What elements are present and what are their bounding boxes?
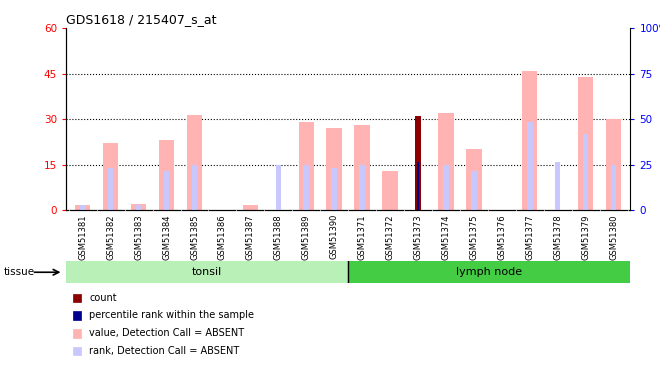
Text: GSM51385: GSM51385 <box>190 214 199 260</box>
Bar <box>136 206 141 210</box>
Text: rank, Detection Call = ABSENT: rank, Detection Call = ABSENT <box>89 346 240 356</box>
FancyBboxPatch shape <box>348 261 630 283</box>
Text: value, Detection Call = ABSENT: value, Detection Call = ABSENT <box>89 328 244 338</box>
Text: GSM51372: GSM51372 <box>385 214 395 260</box>
Text: GSM51380: GSM51380 <box>609 214 618 260</box>
Bar <box>382 171 398 210</box>
Bar <box>417 162 419 210</box>
FancyBboxPatch shape <box>66 261 348 283</box>
Text: count: count <box>89 293 117 303</box>
Bar <box>131 204 147 210</box>
Bar <box>583 134 589 210</box>
Text: GSM51382: GSM51382 <box>106 214 116 260</box>
Bar <box>471 171 477 210</box>
Text: GSM51389: GSM51389 <box>302 214 311 260</box>
Text: GSM51386: GSM51386 <box>218 214 227 260</box>
Text: percentile rank within the sample: percentile rank within the sample <box>89 310 254 320</box>
Bar <box>354 125 370 210</box>
Bar <box>527 122 533 210</box>
Text: GSM51377: GSM51377 <box>525 214 534 260</box>
Bar <box>578 76 593 210</box>
Bar <box>164 171 170 210</box>
Text: tonsil: tonsil <box>192 267 222 277</box>
Bar <box>438 113 453 210</box>
Text: GSM51388: GSM51388 <box>274 214 283 260</box>
Text: GSM51383: GSM51383 <box>134 214 143 260</box>
Text: GSM51387: GSM51387 <box>246 214 255 260</box>
Bar <box>610 165 616 210</box>
Text: GSM51379: GSM51379 <box>581 214 590 260</box>
Bar <box>331 168 337 210</box>
Text: GSM51374: GSM51374 <box>442 214 450 260</box>
Text: GSM51373: GSM51373 <box>413 214 422 260</box>
Text: GSM51378: GSM51378 <box>553 214 562 260</box>
Bar <box>522 70 537 210</box>
Text: tissue: tissue <box>3 267 34 277</box>
Text: GSM51390: GSM51390 <box>330 214 339 260</box>
Bar <box>466 149 482 210</box>
Bar <box>327 128 342 210</box>
Bar <box>416 116 420 210</box>
Bar <box>159 140 174 210</box>
Text: GSM51384: GSM51384 <box>162 214 171 260</box>
Bar <box>75 206 90 210</box>
Bar <box>108 168 114 210</box>
Text: GSM51375: GSM51375 <box>469 214 478 260</box>
Bar <box>298 122 314 210</box>
Text: GSM51376: GSM51376 <box>497 214 506 260</box>
Bar <box>80 206 86 210</box>
Text: GSM51381: GSM51381 <box>79 214 87 260</box>
Text: GDS1618 / 215407_s_at: GDS1618 / 215407_s_at <box>66 13 216 26</box>
Bar <box>275 165 281 210</box>
Bar <box>359 165 365 210</box>
Bar <box>555 162 560 210</box>
Bar <box>243 206 258 210</box>
Text: lymph node: lymph node <box>456 267 522 277</box>
Text: GSM51371: GSM51371 <box>358 214 366 260</box>
Bar <box>187 114 202 210</box>
Bar <box>304 165 309 210</box>
Bar <box>606 119 621 210</box>
Bar <box>191 165 197 210</box>
Bar <box>103 143 118 210</box>
Bar <box>443 165 449 210</box>
